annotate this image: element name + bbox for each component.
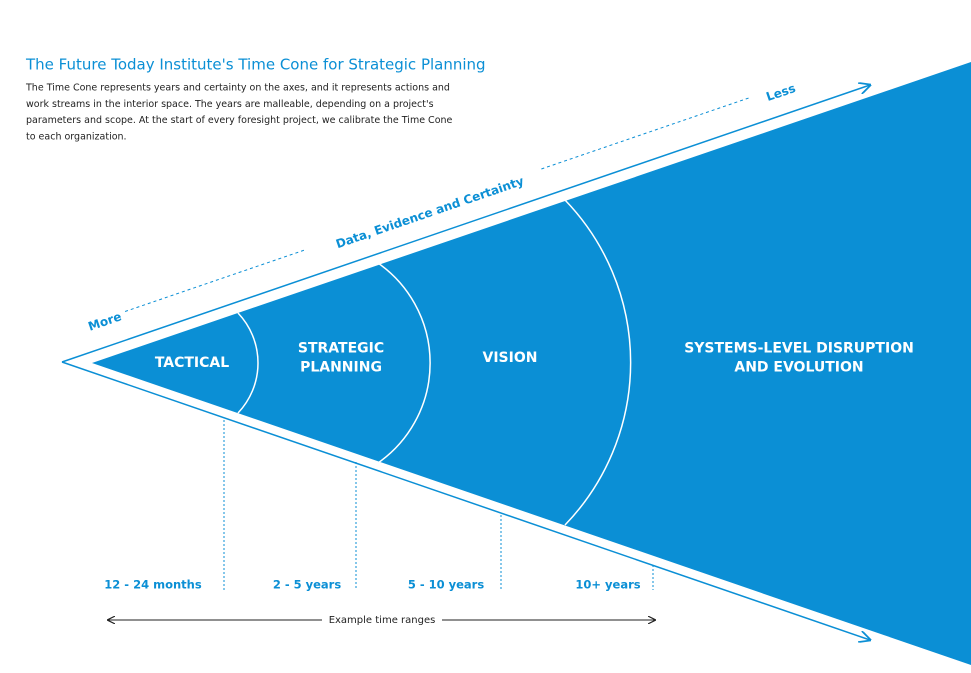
top-arrow	[61, 85, 870, 363]
arc	[564, 199, 632, 526]
time-range: 5 - 10 years	[408, 578, 485, 592]
zones: TACTICAL 12 - 24 months STRATEGIC PLANNING 2…	[104, 341, 914, 592]
dash	[541, 97, 750, 170]
bottom-arrow	[61, 361, 870, 640]
description-line: The Time Cone represents years and certa…	[25, 83, 450, 94]
zone-label: SYSTEMS-LEVEL DISRUPTION	[684, 341, 914, 357]
certainty-axis	[124, 97, 750, 312]
dash	[124, 249, 306, 312]
description-line: to each organization.	[26, 131, 127, 142]
dashed-lines	[223, 420, 654, 590]
description-line: parameters and scope. At the start of ev…	[26, 115, 453, 126]
zone-label: VISION	[483, 350, 538, 366]
title: The Future Today Institute's Time Cone f…	[25, 56, 486, 74]
zone-label: AND EVOLUTION	[734, 360, 863, 376]
zone-label: PLANNING	[300, 360, 382, 376]
zone-label: STRATEGIC	[298, 341, 384, 357]
less-label: Less	[764, 81, 797, 104]
description-line: work streams in the interior space. The …	[26, 99, 434, 110]
time-range: 2 - 5 years	[273, 578, 342, 592]
time-axis-label: Example time ranges	[329, 615, 436, 626]
time-range: 10+ years	[575, 578, 640, 592]
time-range: 12 - 24 months	[104, 578, 202, 592]
more-label: More	[86, 309, 123, 333]
cone	[92, 62, 971, 665]
zone-label: TACTICAL	[155, 355, 229, 371]
description: The Time Cone represents years and certa…	[25, 83, 453, 143]
arc	[377, 262, 431, 464]
arc	[237, 312, 259, 414]
